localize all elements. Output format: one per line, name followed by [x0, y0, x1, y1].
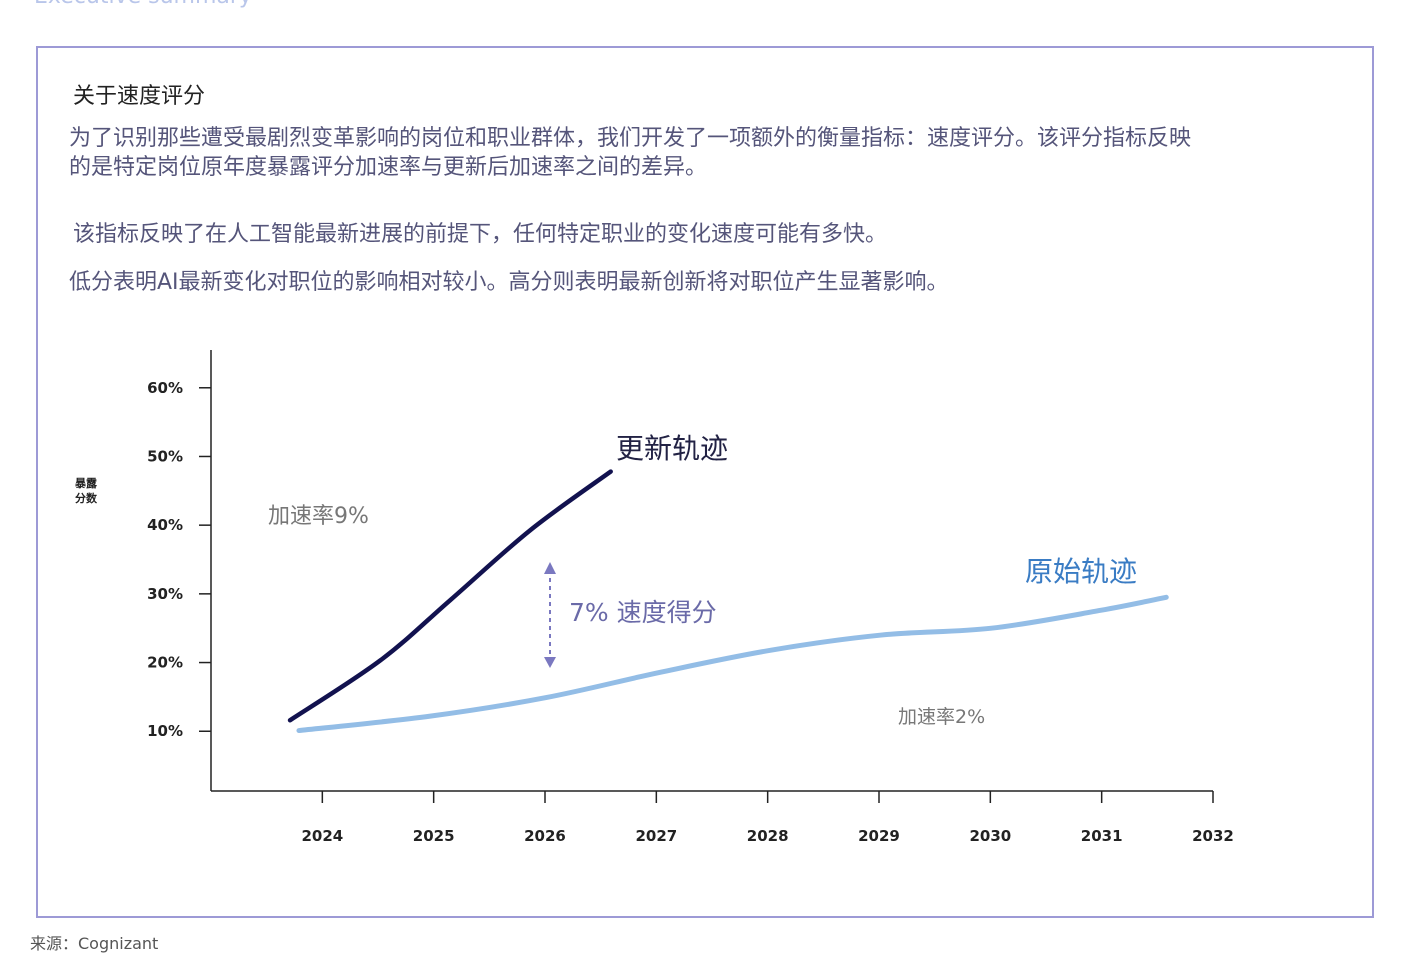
annotation: 加速率9% — [268, 504, 369, 529]
series-line — [296, 594, 1169, 734]
frame — [36, 46, 1374, 918]
y-axis-label: 分数 — [75, 491, 98, 505]
x-tick-label: 2032 — [1192, 827, 1234, 845]
x-tick-label: 2026 — [524, 827, 566, 845]
x-tick-label: 2024 — [301, 827, 343, 845]
x-tick-label: 2028 — [747, 827, 789, 845]
x-tick-label: 2029 — [858, 827, 900, 845]
paragraph: 的是特定岗位原年度暴露评分加速率与更新后加速率之间的差异。 — [69, 155, 708, 180]
y-tick-label: 30% — [147, 585, 183, 603]
series-line — [287, 469, 613, 723]
y-tick-label: 50% — [147, 447, 183, 465]
series-label: 原始轨迹 — [1025, 555, 1137, 588]
x-tick-label: 2027 — [635, 827, 677, 845]
paragraph: 为了识别那些遭受最剧烈变革影响的岗位和职业群体，我们开发了一项额外的衡量指标：速… — [69, 126, 1192, 151]
x-tick-label: 2030 — [969, 827, 1011, 845]
y-tick-label: 10% — [147, 722, 183, 740]
annotation: 加速率2% — [898, 706, 985, 728]
y-tick-label: 40% — [147, 516, 183, 534]
paragraph: 该指标反映了在人工智能最新进展的前提下，任何特定职业的变化速度可能有多快。 — [73, 222, 888, 247]
section-title: 关于速度评分 — [73, 84, 206, 109]
series-label: 更新轨迹 — [616, 432, 728, 465]
header: Executive summary — [34, 0, 252, 9]
x-tick-label: 2025 — [413, 827, 455, 845]
footer: 来源：Cognizant — [30, 934, 159, 953]
paragraph: 低分表明AI最新变化对职位的影响相对较小。高分则表明最新创新将对职位产生显著影响… — [69, 270, 949, 295]
y-tick-label: 60% — [147, 379, 183, 397]
arrow-head — [544, 657, 556, 668]
arrow-head — [544, 562, 556, 574]
y-axis-label: 暴露 — [74, 477, 98, 490]
y-tick-label: 20% — [147, 654, 183, 672]
annotation: 7% 速度得分 — [569, 598, 717, 627]
x-tick-label: 2031 — [1081, 827, 1123, 845]
